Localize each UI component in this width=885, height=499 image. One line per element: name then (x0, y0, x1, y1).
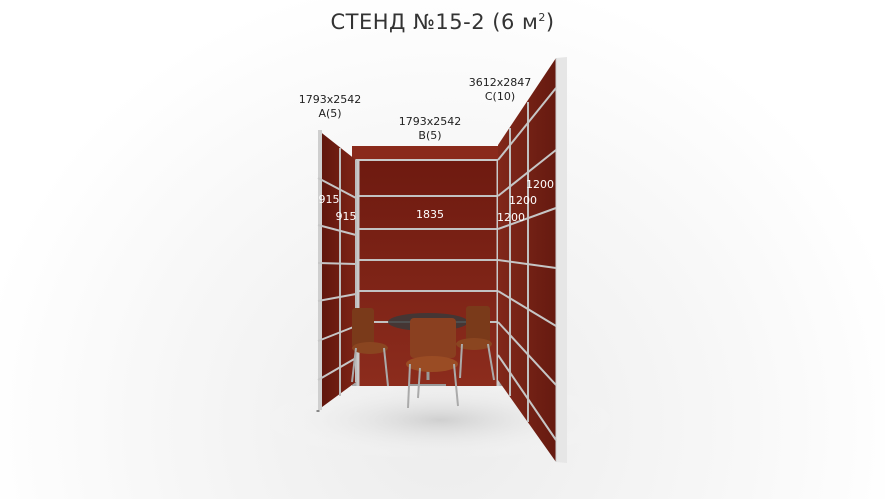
panel-a-size: 1793x2542 (299, 93, 362, 106)
dim-a-outer: 915 (319, 193, 340, 206)
chair-3 (406, 318, 459, 409)
title-text: СТЕНД №15-2 (6 м (330, 10, 539, 34)
title-close: ) (545, 10, 555, 34)
panel-a-code: A(5) (318, 107, 341, 120)
wall-c (497, 57, 567, 463)
wall-a (316, 130, 357, 412)
title-superscript: 2 (538, 11, 546, 24)
wall-c-edge (556, 57, 567, 463)
dim-c-middle: 1200 (509, 194, 537, 207)
panel-c-code: C(10) (485, 90, 515, 103)
dim-c-bottom: 1200 (497, 211, 525, 224)
page-title: СТЕНД №15-2 (6 м2) (0, 10, 885, 34)
panel-b-code: B(5) (418, 129, 441, 142)
dim-b-width: 1835 (416, 208, 444, 221)
chair-2 (456, 306, 495, 381)
table-and-chairs (351, 306, 495, 409)
panel-b-size: 1793x2542 (399, 115, 462, 128)
dim-a-inner: 915 (336, 210, 357, 223)
panel-c-size: 3612x2847 (469, 76, 532, 89)
chair-1 (351, 308, 389, 387)
wall-b-fascia (352, 146, 504, 160)
wall-a-panel (318, 130, 356, 410)
dim-c-top: 1200 (526, 178, 554, 191)
